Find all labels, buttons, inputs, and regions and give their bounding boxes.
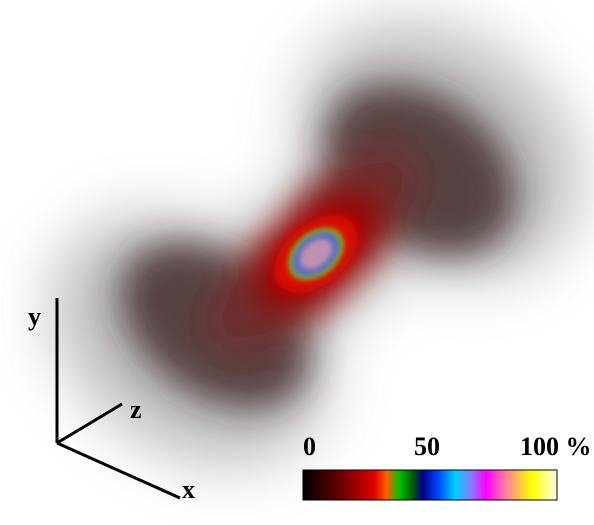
axes-triad bbox=[55, 298, 181, 500]
x-axis-label: x bbox=[182, 475, 195, 504]
y-axis-label: y bbox=[28, 302, 41, 331]
colorbar bbox=[302, 469, 558, 501]
colorbar-label: 50 bbox=[414, 432, 440, 461]
z-axis-line bbox=[56, 402, 123, 445]
x-axis-line bbox=[56, 441, 181, 500]
z-axis-label: z bbox=[130, 395, 142, 424]
colorbar-label: 0 bbox=[303, 432, 316, 461]
colorbar-label: 100 % bbox=[520, 432, 592, 461]
core bbox=[253, 192, 383, 312]
